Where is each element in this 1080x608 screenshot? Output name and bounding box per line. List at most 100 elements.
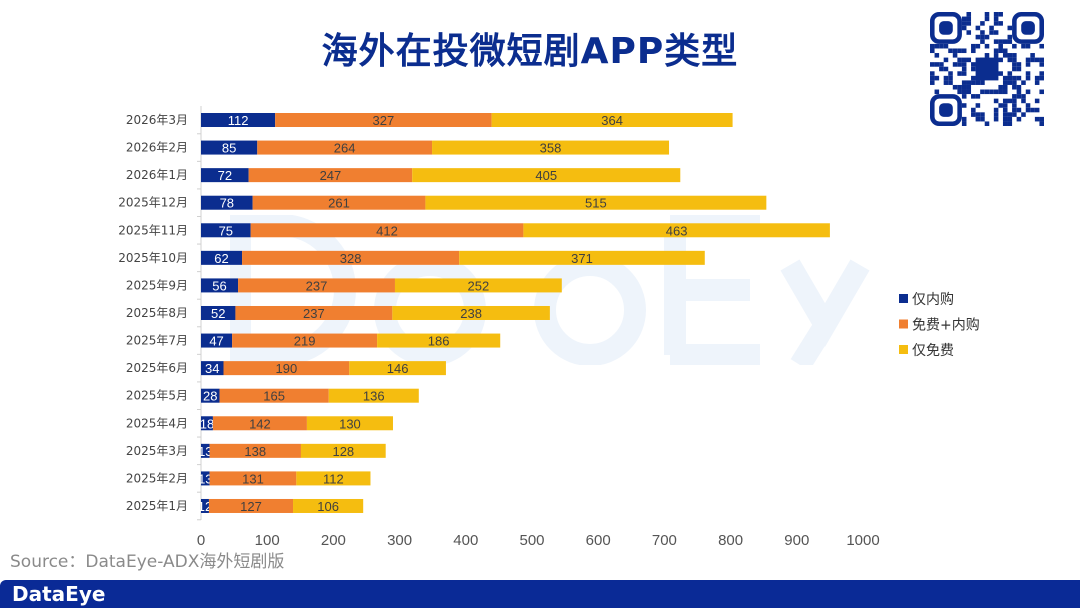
data-label: 165: [263, 389, 285, 404]
x-tick-label: 900: [784, 532, 809, 549]
x-tick-label: 0: [197, 532, 205, 549]
bar-segment: [223, 361, 350, 376]
data-label: 136: [363, 389, 385, 404]
y-tick-label: 2025年2月: [126, 471, 188, 485]
y-tick-label: 2025年12月: [118, 196, 188, 210]
bar-segment: [394, 278, 562, 293]
data-label: 131: [242, 471, 264, 486]
stacked-bar-chart: 2026年3月 112 327 364 2026年2月 85 264 358 2026年1月 72…: [118, 106, 980, 549]
data-label: 127: [240, 499, 262, 514]
bar-segment: [201, 140, 258, 155]
qr-code: [930, 12, 1044, 126]
data-label: 72: [218, 168, 232, 183]
y-tick-label: 2025年3月: [126, 444, 188, 458]
data-label: 18: [200, 416, 214, 431]
data-label: 463: [666, 223, 688, 238]
y-tick-label: 2025年10月: [118, 251, 188, 265]
footer-bar: DataEye: [0, 580, 1080, 608]
data-label: 130: [339, 416, 361, 431]
data-label: 186: [428, 334, 450, 349]
bar-segment: [252, 195, 426, 210]
bar-segment: [238, 278, 395, 293]
data-label: 261: [328, 196, 350, 211]
y-tick-label: 2026年3月: [126, 113, 188, 127]
bar-segment: [209, 471, 297, 486]
x-tick-label: 600: [586, 532, 611, 549]
bar-segment: [293, 498, 364, 513]
y-tick-label: 2025年5月: [126, 389, 188, 403]
bar-segment: [201, 361, 224, 376]
data-label: 47: [209, 334, 223, 349]
y-tick-label: 2025年8月: [126, 306, 188, 320]
bar-segment: [219, 388, 329, 403]
x-tick-label: 400: [453, 532, 478, 549]
data-label: 13: [198, 471, 212, 486]
data-label: 237: [306, 278, 328, 293]
bar-segment: [201, 278, 239, 293]
bar-segment: [432, 140, 670, 155]
bar-segment: [201, 443, 210, 458]
y-tick-label: 2025年1月: [126, 499, 188, 513]
bar-segment: [248, 168, 413, 183]
bar-segment: [250, 223, 524, 238]
bar-segment: [201, 113, 276, 127]
data-label: 264: [334, 141, 356, 156]
bar-segment: [392, 305, 550, 320]
data-label: 112: [323, 471, 344, 486]
data-label: 128: [332, 444, 354, 459]
data-label: 85: [222, 141, 236, 156]
data-label: 358: [540, 141, 562, 156]
data-label: 252: [468, 278, 490, 293]
y-tick-label: 2026年1月: [126, 168, 188, 182]
data-label: 112: [228, 113, 249, 128]
data-label: 405: [535, 168, 557, 183]
legend-swatch: [899, 319, 908, 329]
bar-segment: [201, 195, 253, 210]
bar-segment: [257, 140, 433, 155]
y-tick-label: 2025年11月: [118, 223, 188, 237]
y-tick-label: 2025年7月: [126, 334, 188, 348]
data-label: 28: [203, 389, 217, 404]
bar-segment: [201, 333, 233, 348]
y-tick-label: 2025年6月: [126, 361, 188, 375]
bar-segment: [209, 443, 301, 458]
y-tick-label: 2025年9月: [126, 278, 188, 292]
bar-segment: [242, 250, 460, 265]
x-tick-label: 1000: [846, 532, 879, 549]
data-label: 12: [198, 499, 212, 514]
data-label: 62: [214, 251, 228, 266]
data-label: 75: [219, 223, 233, 238]
bar-segment: [306, 416, 393, 431]
bar-segment: [212, 416, 307, 431]
data-label: 371: [571, 251, 593, 266]
bar-segment: [232, 333, 378, 348]
data-label: 106: [317, 499, 339, 514]
x-tick-label: 700: [652, 532, 677, 549]
bar-segment: [201, 250, 243, 265]
bar-segment: [491, 113, 733, 127]
bar-segment: [201, 416, 213, 431]
bar-segment: [201, 498, 209, 513]
data-label: 52: [211, 306, 225, 321]
bar-segment: [201, 305, 236, 320]
data-label: 146: [387, 361, 409, 376]
data-label: 328: [340, 251, 362, 266]
x-tick-label: 100: [255, 532, 280, 549]
data-label: 219: [294, 334, 316, 349]
bar-segment: [300, 443, 386, 458]
bar-segment: [412, 168, 681, 183]
source-note: Source：DataEye-ADX海外短剧版: [10, 552, 285, 572]
data-label: 190: [276, 361, 298, 376]
data-label: 327: [373, 113, 395, 128]
chart-title: 海外在投微短剧APP类型: [321, 31, 739, 72]
bar-segment: [425, 195, 767, 210]
bar-segment: [523, 223, 830, 238]
bar-segment: [201, 223, 251, 238]
legend-label: 免费+内购: [912, 318, 980, 334]
legend-label: 仅内购: [912, 292, 954, 308]
data-label: 515: [585, 196, 607, 211]
bar-segment: [296, 471, 371, 486]
y-tick-label: 2025年4月: [126, 416, 188, 430]
x-tick-label: 300: [387, 532, 412, 549]
bar-segment: [349, 361, 446, 376]
